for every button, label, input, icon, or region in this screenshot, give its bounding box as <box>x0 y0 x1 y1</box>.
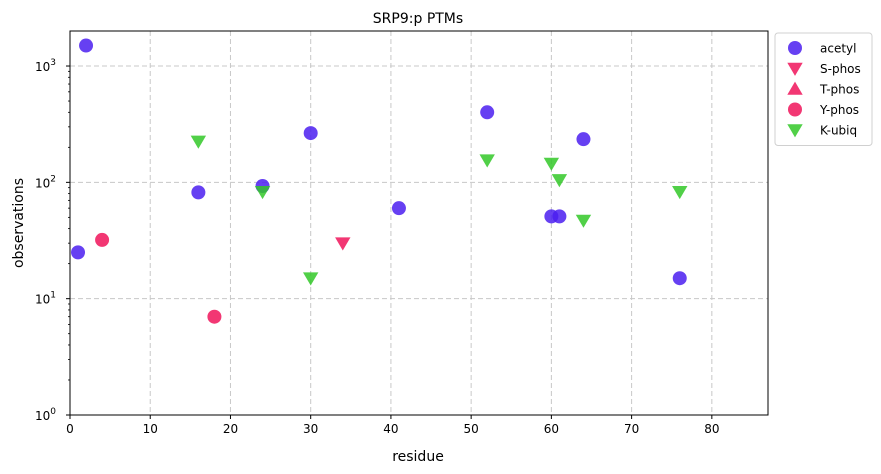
data-point-k-ubiq <box>254 185 271 200</box>
data-point-acetyl <box>191 185 206 200</box>
x-axis-label: residue <box>392 449 444 465</box>
plot-frame <box>69 30 769 416</box>
y-axis-label: observations <box>11 178 27 268</box>
x-tick-label: 10 <box>143 422 158 436</box>
grid-lines <box>69 31 768 416</box>
x-tick-label: 70 <box>624 422 639 436</box>
data-point-k-ubiq <box>190 135 207 149</box>
data-point-k-ubiq <box>672 185 688 200</box>
legend-label: acetyl <box>820 42 856 56</box>
y-tick-label: 101 <box>35 291 56 307</box>
legend-marker-s-phos <box>787 62 803 76</box>
data-point-acetyl <box>552 209 567 224</box>
legend-marker-k-ubiq <box>787 124 803 138</box>
y-tick-label: 102 <box>35 174 56 190</box>
legend-label: Y-phos <box>819 103 859 117</box>
x-tick-label: 60 <box>544 422 559 436</box>
data-point-k-ubiq <box>551 174 568 188</box>
data-point-k-ubiq <box>575 214 592 228</box>
data-point-acetyl <box>672 271 687 286</box>
data-point-s-phos <box>335 237 351 251</box>
data-point-acetyl <box>576 132 591 147</box>
x-tick-label: 50 <box>464 422 479 436</box>
data-point-acetyl <box>480 105 495 120</box>
data-point-k-ubiq <box>302 272 319 286</box>
x-tick-label: 30 <box>303 422 318 436</box>
data-point-y-phos <box>207 309 222 324</box>
legend-label: T-phos <box>819 83 859 97</box>
y-tick-label: 100 <box>35 407 56 423</box>
data-point-acetyl <box>71 245 86 260</box>
x-tick-label: 20 <box>223 422 238 436</box>
legend: acetyl S-phos T-phos Y-phos K-ubiq <box>774 32 873 146</box>
data-point-acetyl <box>303 126 318 141</box>
legend-marker-y-phos <box>788 102 802 117</box>
x-tick-label: 40 <box>383 422 398 436</box>
y-axis: 100 101 102 103 <box>35 58 70 423</box>
legend-marker-acetyl <box>788 41 802 55</box>
data-point-k-ubiq <box>479 154 495 168</box>
legend-box <box>774 32 873 146</box>
data-point-y-phos <box>95 232 110 247</box>
data-point-acetyl <box>391 201 406 216</box>
x-tick-label: 80 <box>704 422 719 436</box>
data-point-acetyl <box>79 38 94 53</box>
y-tick-label: 103 <box>35 58 56 74</box>
x-tick-label: 0 <box>66 422 74 436</box>
data-points <box>71 38 688 324</box>
legend-label: S-phos <box>820 62 861 76</box>
legend-marker-t-phos <box>787 81 803 95</box>
chart-title: SRP9:p PTMs <box>373 11 463 27</box>
x-axis: 0 10 20 30 40 50 60 70 80 <box>66 415 719 436</box>
legend-label: K-ubiq <box>820 124 857 138</box>
data-point-k-ubiq <box>543 157 560 171</box>
